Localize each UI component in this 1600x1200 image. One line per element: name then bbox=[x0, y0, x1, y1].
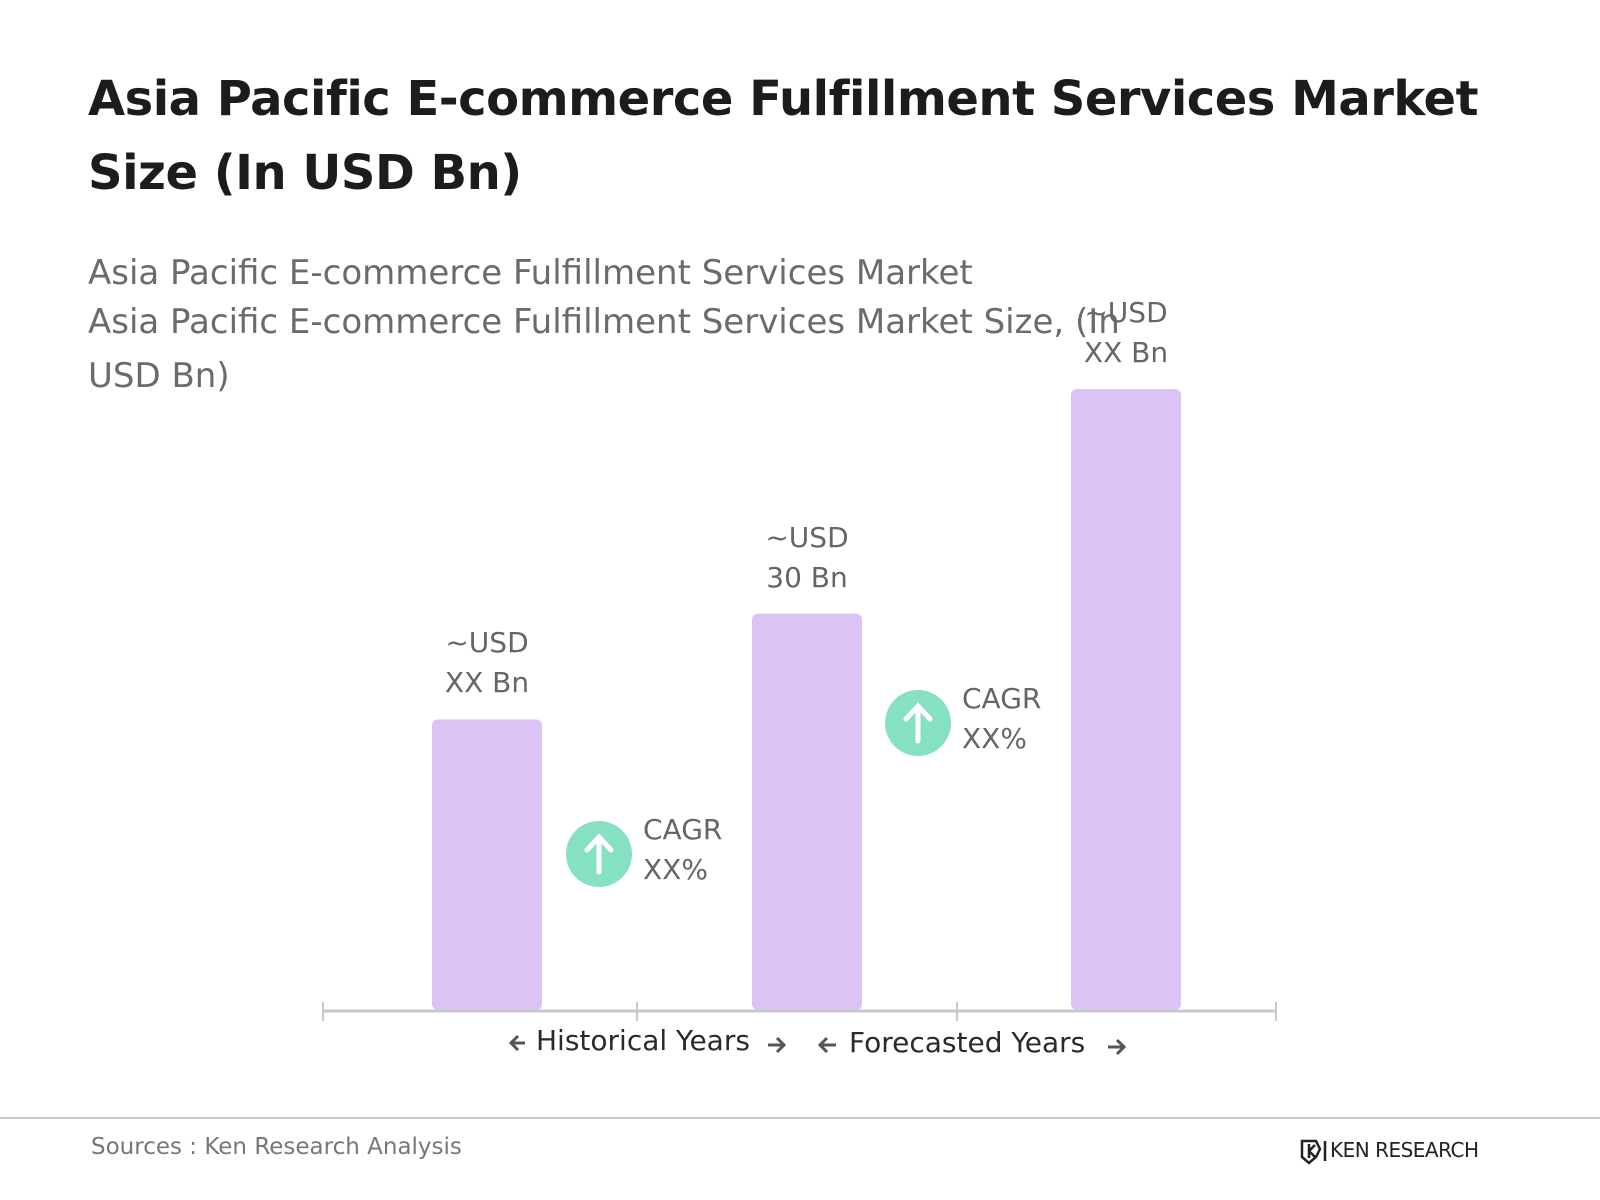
value-label: ~USD XX Bn bbox=[444, 626, 530, 700]
cagr-value: XX% bbox=[962, 722, 1027, 755]
bar bbox=[752, 613, 862, 1010]
period-label: Forecasted Years bbox=[849, 1026, 1086, 1059]
period-arrows bbox=[508, 1034, 1127, 1056]
logo: KEN RESEARCH bbox=[1330, 1138, 1479, 1162]
value-label: ~USD 30 Bn bbox=[765, 520, 849, 594]
cagr-arrow bbox=[903, 702, 933, 744]
cagr-value: XX% bbox=[643, 853, 708, 886]
title: Asia Pacific E-commerce Fulfillment Serv… bbox=[88, 71, 1479, 201]
cagr-arrow bbox=[584, 833, 614, 875]
logo-icon bbox=[1300, 1139, 1327, 1165]
bar bbox=[1071, 389, 1181, 1010]
cagr-label: CAGR bbox=[962, 682, 1042, 715]
subtitle: Asia Pacific E-commerce Fulfillment Serv… bbox=[88, 253, 973, 293]
source: Sources : Ken Research Analysis bbox=[91, 1134, 462, 1160]
period-label: Historical Years bbox=[536, 1024, 750, 1057]
cagr-label: CAGR bbox=[643, 813, 723, 846]
value-label: ~USD XX Bn bbox=[1083, 296, 1169, 369]
axis-dividers bbox=[322, 1002, 1277, 1021]
subtitle: Asia Pacific E-commerce Fulfillment Serv… bbox=[88, 302, 1120, 396]
bar bbox=[432, 719, 542, 1010]
